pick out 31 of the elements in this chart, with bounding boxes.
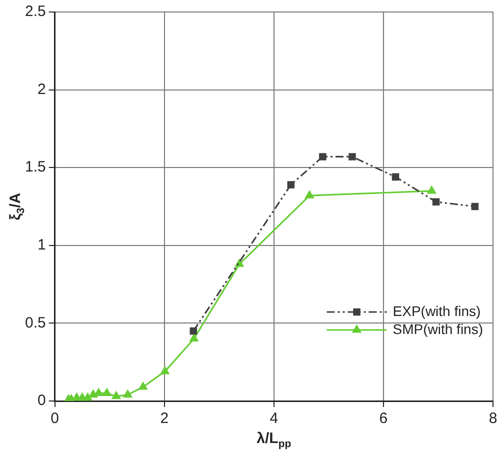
x-tick-label: 0 xyxy=(50,410,60,428)
point xyxy=(471,202,479,210)
x-tick-label: 8 xyxy=(488,410,498,428)
y-tick-label: 2 xyxy=(38,80,46,98)
y-axis-title: ξ3/A xyxy=(7,192,28,220)
point xyxy=(287,181,295,188)
point xyxy=(319,153,326,160)
x-tick-label: 6 xyxy=(379,410,388,428)
x-tick-label: 4 xyxy=(270,410,278,428)
x-tick-label: 2 xyxy=(160,410,169,428)
point xyxy=(305,190,314,198)
y-tick-label: 1.5 xyxy=(24,158,46,176)
point xyxy=(160,366,170,374)
legend-label: SMP(with fins) xyxy=(392,320,483,337)
y-tick-label: 1 xyxy=(38,236,46,254)
point xyxy=(190,334,198,342)
point xyxy=(88,390,98,398)
point xyxy=(392,173,400,181)
point xyxy=(123,390,132,398)
point xyxy=(348,153,356,160)
point xyxy=(190,327,198,335)
legend-label: EXP(with fins) xyxy=(392,302,481,319)
y-tick-label: 0.5 xyxy=(24,314,46,332)
point xyxy=(138,382,148,390)
point xyxy=(102,388,112,396)
point xyxy=(112,392,120,400)
y-tick-label: 0 xyxy=(38,392,46,410)
y-tick-label: 2.5 xyxy=(24,3,46,20)
point xyxy=(432,198,440,206)
point xyxy=(83,393,92,401)
point xyxy=(427,186,436,194)
